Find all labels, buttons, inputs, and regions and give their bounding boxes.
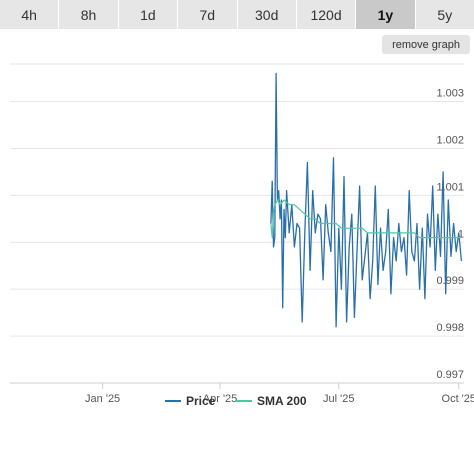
legend: Price SMA 200: [165, 394, 307, 408]
y-tick-label: 0.999: [436, 275, 464, 287]
series-lines: [270, 72, 463, 328]
price-line: [270, 72, 463, 328]
x-tick-label: Jan '25: [85, 393, 120, 405]
grid-lines: [10, 63, 464, 384]
tab-4h[interactable]: 4h: [0, 0, 60, 29]
tab-120d[interactable]: 120d: [297, 0, 357, 29]
tab-5y[interactable]: 5y: [437, 6, 453, 23]
y-tick-label: 1: [458, 228, 464, 240]
tab-7d[interactable]: 7d: [178, 0, 238, 29]
x-tick-label: Oct '25: [442, 393, 474, 405]
timeframe-tabs: 4h 8h 1d 7d 30d 120d 1y 5y: [0, 0, 474, 29]
y-tick-label: 1.003: [436, 88, 464, 100]
tab-1y[interactable]: 1y: [356, 0, 416, 29]
y-axis-ticks: 1.003 1.002 1.001 1 0.999 0.998 0.997: [436, 88, 464, 381]
legend-label[interactable]: Price: [186, 394, 216, 408]
y-tick-label: 0.998: [436, 322, 464, 334]
sma-200-line: [270, 199, 462, 239]
x-axis-ticks: Jan '25 Apr '25 Jul '25 Oct '25: [10, 382, 474, 405]
legend-label[interactable]: SMA 200: [257, 394, 307, 408]
y-tick-label: 1.001: [436, 181, 464, 193]
x-tick-label: Apr '25: [203, 393, 238, 405]
y-tick-label: 0.997: [436, 369, 464, 381]
y-tick-label: 1.002: [436, 134, 464, 146]
tab-1d[interactable]: 1d: [119, 0, 179, 29]
tab-30d[interactable]: 30d: [238, 0, 297, 29]
x-tick-label: Jul '25: [323, 393, 354, 405]
tab-8h[interactable]: 8h: [59, 0, 119, 29]
remove-graph-button[interactable]: remove graph: [382, 35, 470, 54]
